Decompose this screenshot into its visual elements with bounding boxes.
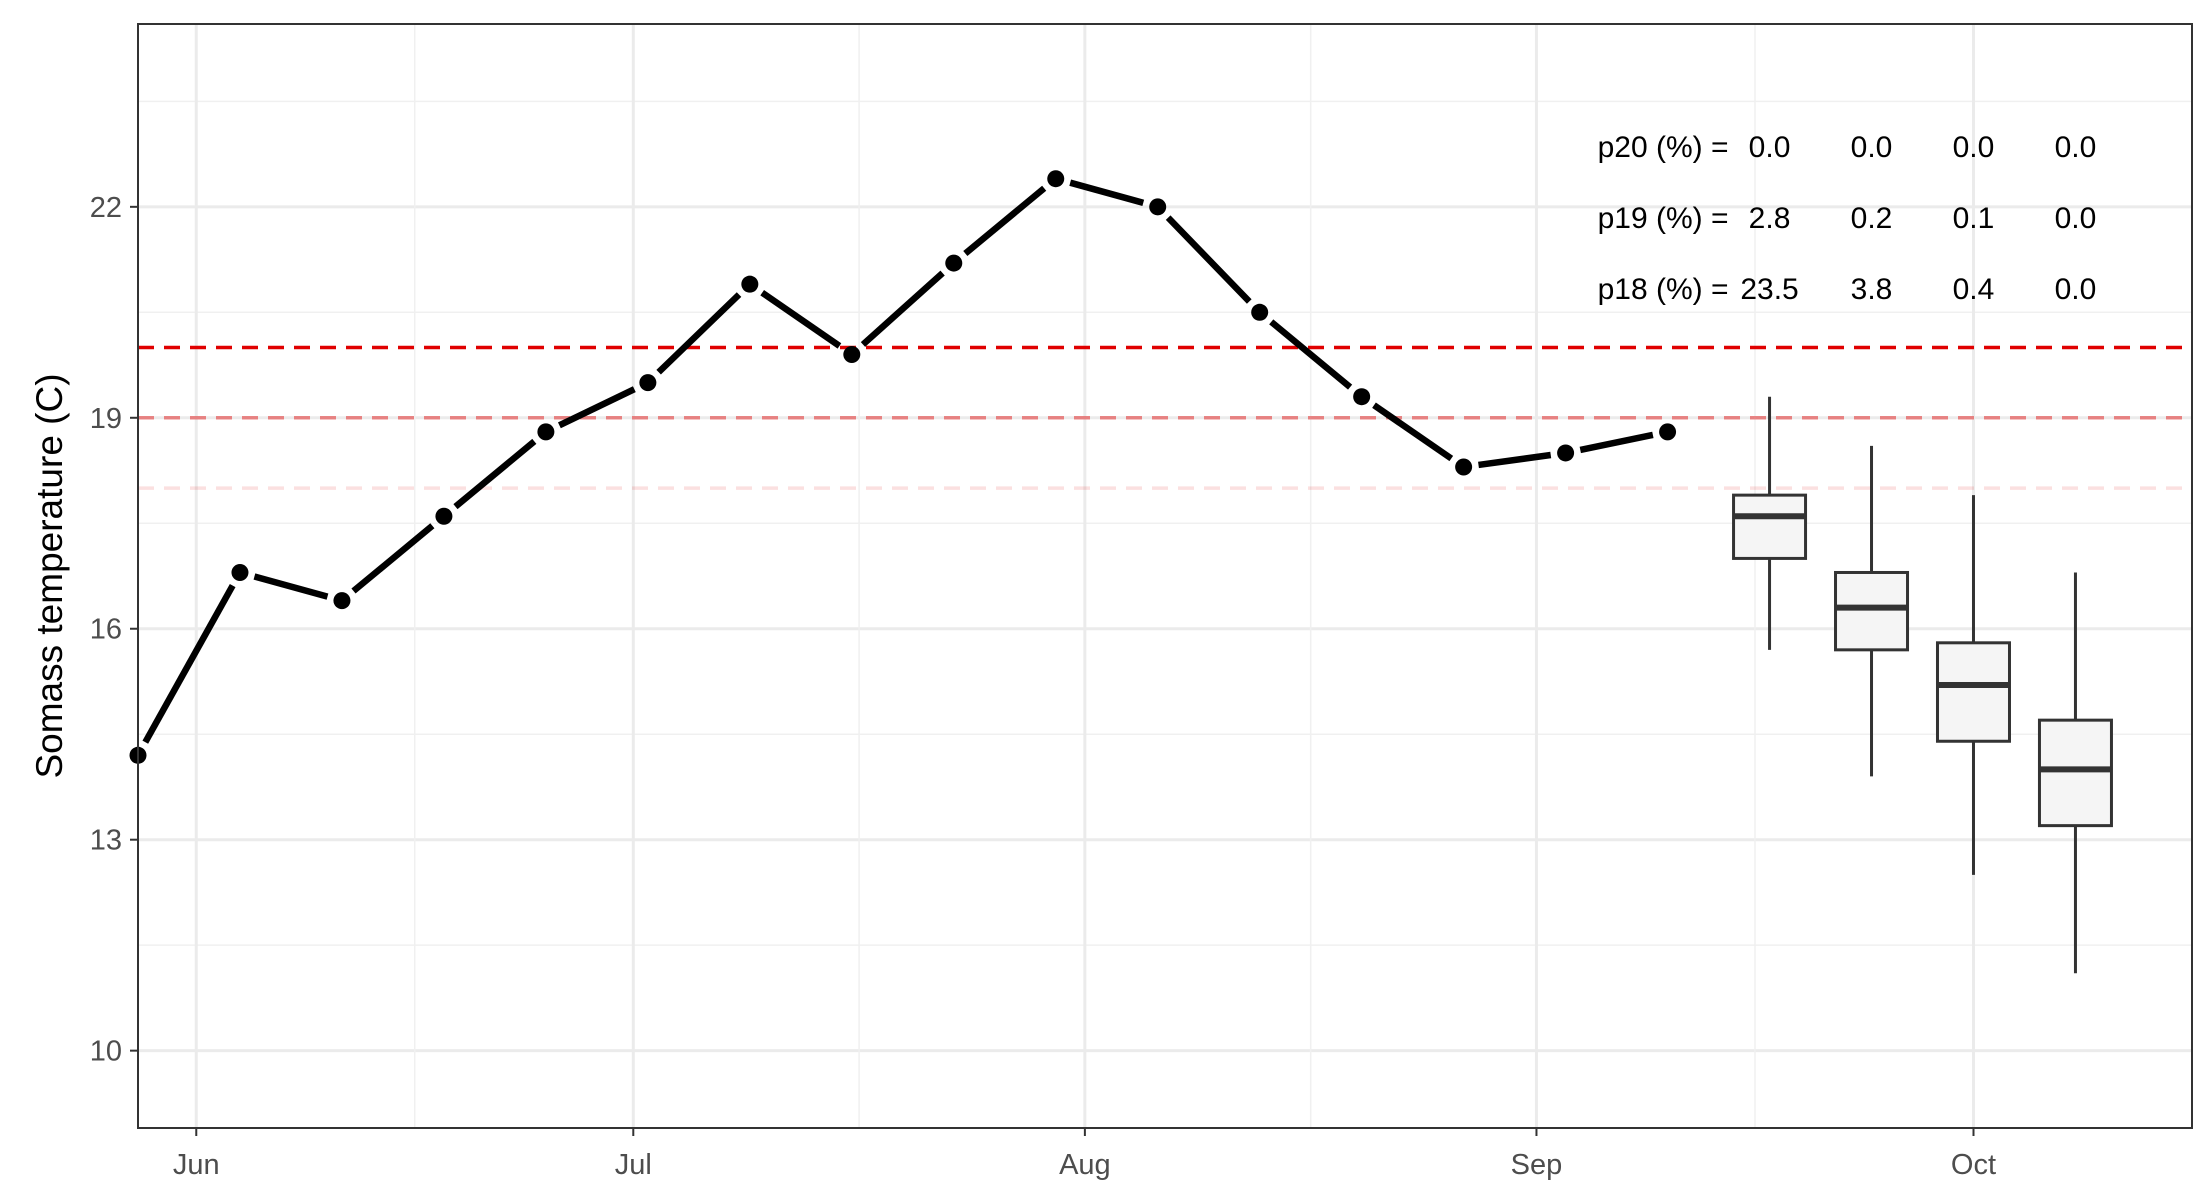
x-tick-label: Jun	[173, 1149, 220, 1181]
box-iqr	[1834, 570, 1910, 652]
probability-table: p20 (%) = 0.0 0.0 0.0 0.0 p19 (%) = 2.8 0.2 0.1 0…	[1598, 131, 2097, 306]
y-tick-label: 13	[90, 825, 122, 857]
series-segment	[453, 438, 537, 510]
data-point	[1659, 423, 1677, 441]
data-point	[639, 374, 657, 392]
data-point	[741, 275, 759, 293]
annotation-value: 0.0	[1953, 131, 1995, 164]
series-segment	[1372, 402, 1454, 462]
series-segment	[656, 292, 742, 375]
series-segment	[1069, 179, 1145, 206]
series-segment	[963, 185, 1047, 257]
annotation-value: 0.2	[1851, 202, 1893, 235]
series-segment	[1269, 319, 1353, 390]
annotation-value: 3.8	[1851, 273, 1893, 306]
series-segment	[557, 386, 636, 429]
annotation-value: 0.0	[1851, 131, 1893, 164]
annotation-value: 0.4	[1953, 273, 1995, 306]
annotation-label: p18 (%) =	[1598, 273, 1729, 306]
series-segment	[351, 523, 435, 594]
data-point	[537, 423, 555, 441]
x-tick-label: Jul	[615, 1149, 652, 1181]
data-point	[231, 563, 249, 581]
box-iqr	[1732, 493, 1808, 560]
annotation-value: 2.8	[1749, 202, 1791, 235]
y-tick-label: 19	[90, 403, 122, 435]
x-tick-label: Sep	[1511, 1149, 1563, 1181]
series-segment	[142, 584, 236, 744]
annotation-value: 0.0	[2055, 273, 2097, 306]
annotation-value: 0.0	[2055, 202, 2097, 235]
observed-series	[129, 170, 1677, 764]
series-segment	[1478, 451, 1552, 469]
axes: 10 13 16 19 22 Jun Jul Aug Sep Oct	[90, 192, 1996, 1181]
data-point	[1557, 444, 1575, 462]
y-tick-label: 10	[90, 1036, 122, 1068]
series-segment	[253, 573, 329, 600]
data-point	[333, 592, 351, 610]
annotation-value: 23.5	[1740, 273, 1798, 306]
boxplot	[1935, 495, 2011, 875]
annotation-value: 0.1	[1953, 202, 1995, 235]
data-point	[1251, 303, 1269, 321]
data-point	[843, 345, 861, 363]
x-tick-label: Oct	[1951, 1149, 1996, 1181]
panel-border	[137, 23, 2193, 1129]
data-point	[945, 254, 963, 272]
data-point	[1353, 388, 1371, 406]
y-tick-label: 22	[90, 192, 122, 224]
box-iqr	[1935, 641, 2011, 743]
series-segment	[760, 290, 842, 349]
data-point	[1149, 198, 1167, 216]
series-segment	[860, 270, 945, 347]
annotation-value: 0.0	[1749, 131, 1791, 164]
forecast-boxplots	[1732, 396, 2113, 974]
series-segment	[1165, 215, 1252, 304]
data-point	[1455, 458, 1473, 476]
annotation-value: 0.0	[2055, 131, 2097, 164]
data-point	[435, 507, 453, 525]
boxplot	[1834, 445, 1910, 777]
y-tick-label: 16	[90, 614, 122, 646]
boxplot	[2037, 572, 2113, 974]
annotation-label: p20 (%) =	[1598, 131, 1729, 164]
series-segment	[1579, 431, 1654, 454]
data-point	[1047, 170, 1065, 188]
y-axis-title: Somass temperature (C)	[29, 373, 70, 778]
box-iqr	[2037, 718, 2113, 828]
x-tick-label: Aug	[1059, 1149, 1111, 1181]
annotation-label: p19 (%) =	[1598, 202, 1729, 235]
boxplot	[1732, 396, 1808, 650]
